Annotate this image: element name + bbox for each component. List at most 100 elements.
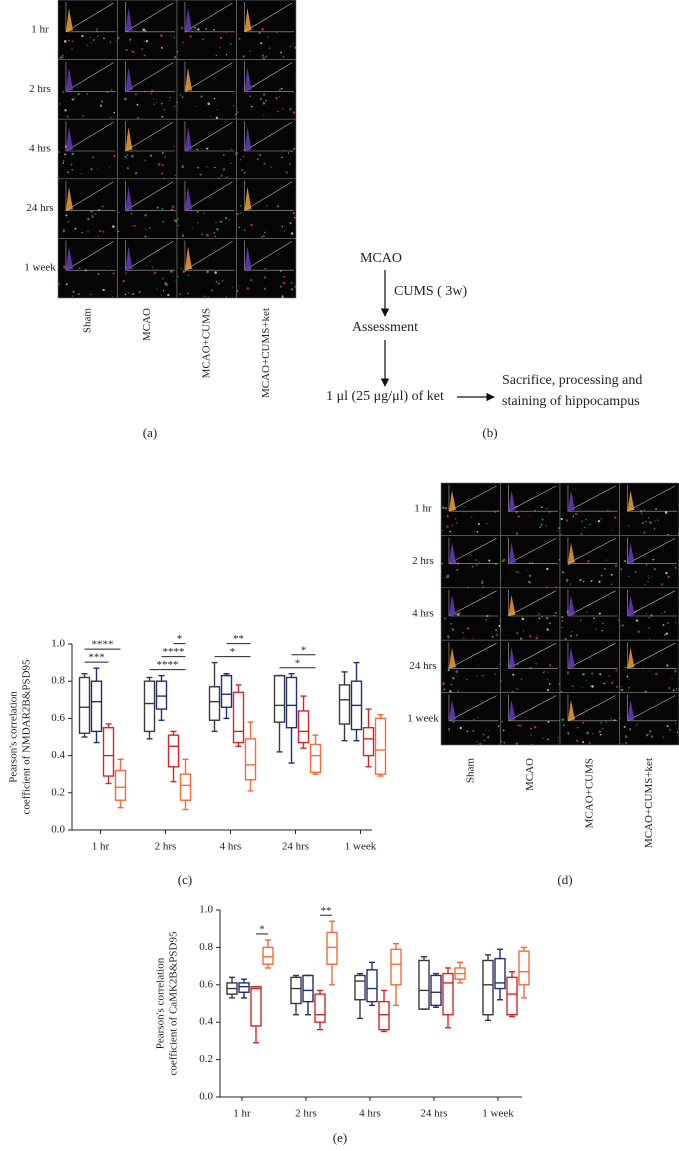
signal-dot bbox=[217, 109, 219, 111]
column-label: Sham bbox=[464, 758, 476, 784]
inset-diagonal bbox=[448, 485, 497, 512]
signal-dot bbox=[456, 568, 459, 571]
signal-dot bbox=[488, 730, 490, 732]
y-tick-label: 0.2 bbox=[199, 1053, 213, 1065]
signal-dot bbox=[569, 634, 572, 638]
signal-dot bbox=[228, 219, 230, 221]
signal-dot bbox=[530, 727, 533, 730]
signal-dot bbox=[174, 210, 177, 213]
box bbox=[378, 1000, 390, 1031]
inset-diagonal bbox=[567, 538, 616, 564]
signal-dot bbox=[250, 279, 253, 282]
signal-dot bbox=[175, 279, 177, 281]
signal-dot bbox=[260, 235, 263, 238]
signal-dot bbox=[61, 54, 64, 57]
signal-dot bbox=[540, 523, 543, 526]
signal-dot bbox=[518, 515, 520, 518]
signal-dot bbox=[141, 48, 144, 51]
inset-density bbox=[508, 595, 516, 616]
signal-dot bbox=[242, 155, 245, 158]
signal-dot bbox=[515, 532, 519, 535]
column-label: MCAO bbox=[141, 308, 153, 341]
box bbox=[302, 974, 314, 1003]
inset-density bbox=[508, 542, 516, 564]
box bbox=[220, 674, 233, 708]
signal-dot bbox=[162, 290, 165, 292]
signal-dot bbox=[602, 622, 604, 625]
y-tick-label: 0.8 bbox=[51, 675, 65, 687]
y-axis-label: coefficient of NMDAR2B&PSD95 bbox=[21, 659, 33, 815]
signal-dot bbox=[161, 164, 164, 167]
signal-dot bbox=[241, 169, 243, 171]
signal-dot bbox=[593, 617, 595, 619]
signal-dot bbox=[479, 742, 482, 746]
signal-dot bbox=[64, 153, 66, 156]
signal-dot bbox=[560, 517, 563, 521]
signal-dot bbox=[231, 286, 233, 288]
signal-dot bbox=[615, 564, 618, 567]
signal-dot bbox=[566, 671, 570, 674]
signal-dot bbox=[136, 103, 139, 106]
inset-diagonal bbox=[448, 538, 497, 564]
box bbox=[482, 959, 494, 1016]
signal-dot bbox=[472, 637, 474, 639]
inset-density bbox=[184, 246, 192, 271]
signal-dot bbox=[477, 716, 479, 719]
signal-dot bbox=[542, 737, 544, 739]
panel-caption: (c) bbox=[178, 872, 192, 887]
signal-dot bbox=[71, 48, 73, 50]
signal-dot bbox=[187, 274, 189, 277]
signal-dot bbox=[62, 56, 64, 58]
signal-dot bbox=[179, 93, 182, 96]
signal-dot bbox=[627, 525, 630, 527]
signal-dot bbox=[289, 222, 292, 225]
y-tick-label: 0.4 bbox=[51, 749, 65, 761]
signal-dot bbox=[148, 226, 151, 229]
signal-dot bbox=[160, 102, 163, 105]
signal-dot bbox=[133, 224, 136, 227]
signal-dot bbox=[205, 147, 207, 149]
significance-label: **** bbox=[92, 639, 114, 651]
signal-dot bbox=[663, 633, 667, 636]
signal-dot bbox=[70, 98, 72, 100]
signal-dot bbox=[130, 50, 133, 52]
signal-dot bbox=[65, 283, 68, 286]
signal-dot bbox=[289, 163, 292, 166]
signal-dot bbox=[590, 685, 592, 687]
signal-dot bbox=[621, 689, 623, 692]
signal-dot bbox=[472, 729, 475, 732]
signal-dot bbox=[199, 173, 202, 176]
panel-caption: (d) bbox=[557, 872, 572, 887]
signal-dot bbox=[590, 580, 593, 583]
signal-dot bbox=[655, 672, 658, 675]
signal-dot bbox=[665, 632, 668, 635]
signal-dot bbox=[518, 724, 522, 727]
signal-dot bbox=[158, 163, 161, 166]
signal-dot bbox=[294, 285, 297, 288]
signal-dot bbox=[511, 570, 513, 572]
signal-dot bbox=[65, 214, 68, 217]
inset-diagonal bbox=[567, 695, 616, 722]
signal-dot bbox=[481, 582, 484, 585]
signal-dot bbox=[265, 55, 268, 58]
signal-dot bbox=[476, 744, 479, 746]
box bbox=[297, 710, 310, 744]
signal-dot bbox=[529, 514, 531, 516]
inset-diagonal bbox=[125, 2, 174, 33]
box bbox=[362, 727, 375, 757]
signal-dot bbox=[263, 287, 267, 290]
signal-dot bbox=[459, 726, 462, 730]
inset-density bbox=[627, 647, 635, 669]
y-tick-label: 0.6 bbox=[51, 712, 65, 724]
row-label: 2 hrs bbox=[29, 83, 51, 95]
signal-dot bbox=[289, 107, 292, 111]
box bbox=[143, 680, 156, 733]
signal-dot bbox=[246, 287, 250, 290]
signal-dot bbox=[605, 721, 607, 723]
signal-dot bbox=[626, 675, 629, 678]
signal-dot bbox=[144, 29, 147, 33]
signal-dot bbox=[581, 686, 584, 688]
row-label: 24 hrs bbox=[26, 202, 53, 214]
inset-diagonal bbox=[65, 2, 114, 33]
inset-density bbox=[244, 127, 252, 151]
